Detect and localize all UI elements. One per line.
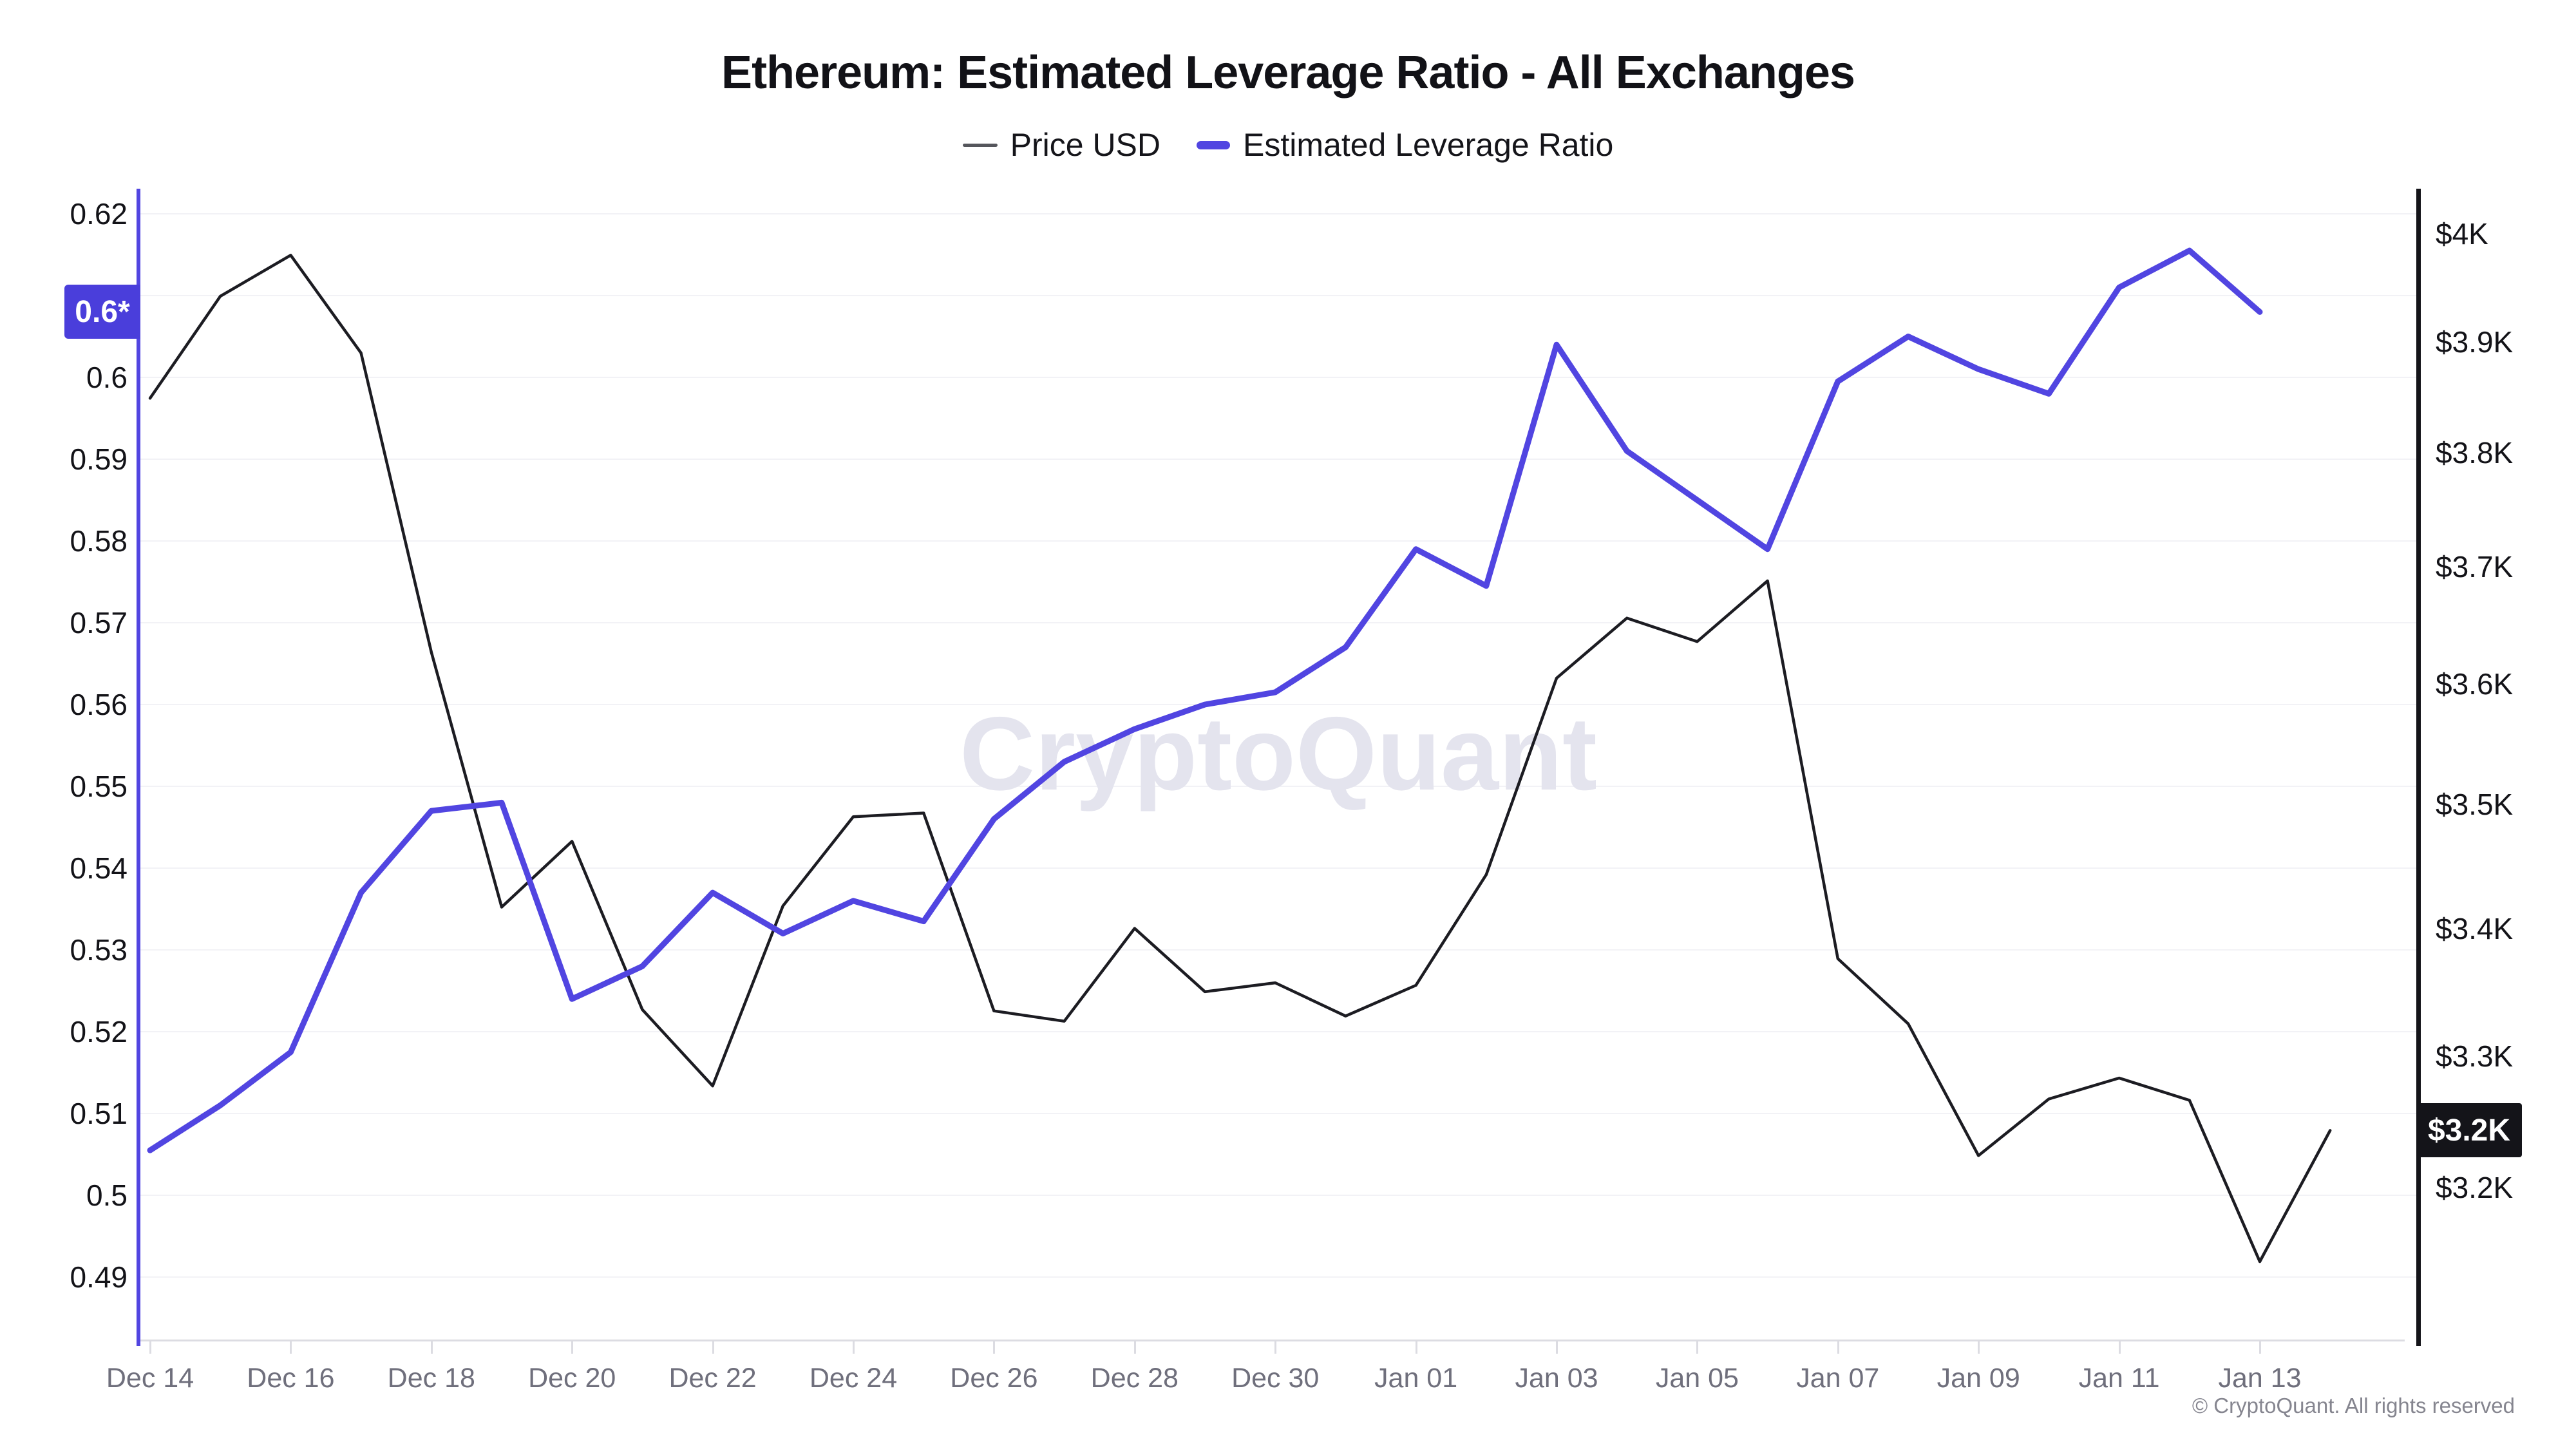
gridline — [138, 1195, 2418, 1196]
right-axis-tick-label: $3.2K — [2436, 1170, 2514, 1204]
legend: Price USD Estimated Leverage Ratio — [0, 126, 2576, 164]
left-axis-tick-label: 0.5 — [86, 1179, 128, 1212]
x-axis-tick-label: Jan 09 — [1937, 1363, 2020, 1394]
x-axis-tick — [1415, 1341, 1417, 1354]
legend-item-estimated-leverage-ratio[interactable]: Estimated Leverage Ratio — [1197, 126, 1613, 164]
gridline — [138, 622, 2418, 623]
gridline — [138, 1113, 2418, 1114]
x-axis-tick — [853, 1341, 855, 1354]
x-axis-tick — [1837, 1341, 1839, 1354]
right-axis-tick-label: $3.7K — [2436, 550, 2514, 584]
gridline — [138, 704, 2418, 705]
x-axis-line — [138, 1340, 2405, 1341]
left-axis-tick-label: 0.49 — [70, 1260, 128, 1294]
left-axis-tick-label: 0.57 — [70, 606, 128, 639]
x-axis-tick-label: Jan 05 — [1655, 1363, 1739, 1394]
gridline — [138, 786, 2418, 787]
x-axis-tick — [290, 1341, 292, 1354]
left-axis-tick-label: 0.51 — [70, 1097, 128, 1130]
left-axis-tick-label: 0.55 — [70, 770, 128, 803]
cryptoquant-watermark: CryptoQuant — [960, 696, 1597, 812]
left-axis-tick-label: 0.52 — [70, 1015, 128, 1048]
gridline — [138, 459, 2418, 460]
x-axis-tick — [2259, 1341, 2261, 1354]
left-axis-tick-label: 0.62 — [70, 197, 128, 231]
legend-label: Estimated Leverage Ratio — [1243, 127, 1614, 163]
copyright-note: © CryptoQuant. All rights reserved — [2192, 1394, 2515, 1417]
left-axis-tick-label: 0.6 — [86, 361, 128, 394]
right-axis-tick-label: $3.3K — [2436, 1039, 2514, 1073]
line-estimated-leverage-ratio[interactable] — [147, 247, 2263, 1153]
right-axis-tick-label: $3.8K — [2436, 436, 2514, 470]
x-axis-tick-label: Jan 07 — [1796, 1363, 1880, 1394]
legend-label: Price USD — [1010, 127, 1161, 163]
x-axis-tick-label: Jan 01 — [1374, 1363, 1458, 1394]
gridline — [138, 949, 2418, 951]
x-axis-tick-label: Dec 24 — [809, 1363, 898, 1394]
x-axis-tick-label: Jan 13 — [2218, 1363, 2302, 1394]
left-axis-spine — [137, 189, 140, 1346]
x-axis-tick-label: Dec 14 — [106, 1363, 194, 1394]
right-axis-tick-label: $3.9K — [2436, 325, 2514, 359]
left-axis-tick-label: 0.58 — [70, 524, 128, 558]
line-price-usd[interactable] — [148, 254, 2332, 1264]
x-axis-tick — [1696, 1341, 1699, 1354]
gridline — [138, 1031, 2418, 1032]
gridline — [138, 867, 2418, 869]
x-axis-tick — [149, 1341, 151, 1354]
gridline — [138, 295, 2418, 296]
left-axis-tick-label: 0.54 — [70, 851, 128, 885]
x-axis-tick-label: Jan 11 — [2078, 1363, 2160, 1394]
legend-item-price-usd[interactable]: Price USD — [962, 126, 1161, 164]
x-axis-tick-label: Dec 20 — [528, 1363, 616, 1394]
x-axis-tick-label: Dec 18 — [387, 1363, 475, 1394]
legend-swatch — [1197, 140, 1231, 149]
x-axis-tick — [993, 1341, 996, 1354]
x-axis-tick — [1556, 1341, 1558, 1354]
left-axis-tick-label: 0.56 — [70, 688, 128, 721]
latest-ratio-badge: 0.6* — [64, 285, 140, 339]
legend-swatch — [962, 143, 998, 147]
right-axis-tick-label: $3.6K — [2436, 667, 2514, 701]
gridline — [138, 377, 2418, 378]
x-axis-tick-label: Dec 22 — [668, 1363, 757, 1394]
left-axis-tick-label: 0.53 — [70, 933, 128, 967]
x-axis-tick — [1978, 1341, 1980, 1354]
x-axis-tick — [1274, 1341, 1277, 1354]
right-axis-tick-label: $4K — [2436, 217, 2488, 251]
x-axis-tick — [430, 1341, 433, 1354]
x-axis-tick-label: Jan 03 — [1515, 1363, 1598, 1394]
x-axis-tick-label: Dec 26 — [950, 1363, 1038, 1394]
left-axis-tick-label: 0.59 — [70, 442, 128, 476]
x-axis-tick — [1133, 1341, 1136, 1354]
gridline — [138, 540, 2418, 542]
right-axis-tick-label: $3.4K — [2436, 911, 2514, 945]
x-axis-tick — [571, 1341, 574, 1354]
x-axis-tick — [2118, 1341, 2121, 1354]
gridline — [138, 1276, 2418, 1278]
right-axis-spine — [2416, 189, 2421, 1346]
x-axis-tick-label: Dec 30 — [1231, 1363, 1320, 1394]
gridline — [138, 213, 2418, 214]
right-axis-tick-label: $3.5K — [2436, 788, 2514, 822]
latest-price-badge: $3.2K — [2416, 1103, 2522, 1158]
chart-title: Ethereum: Estimated Leverage Ratio - All… — [721, 47, 1855, 99]
x-axis-tick-label: Dec 16 — [247, 1363, 335, 1394]
x-axis-tick-label: Dec 28 — [1090, 1363, 1179, 1394]
x-axis-tick — [712, 1341, 714, 1354]
